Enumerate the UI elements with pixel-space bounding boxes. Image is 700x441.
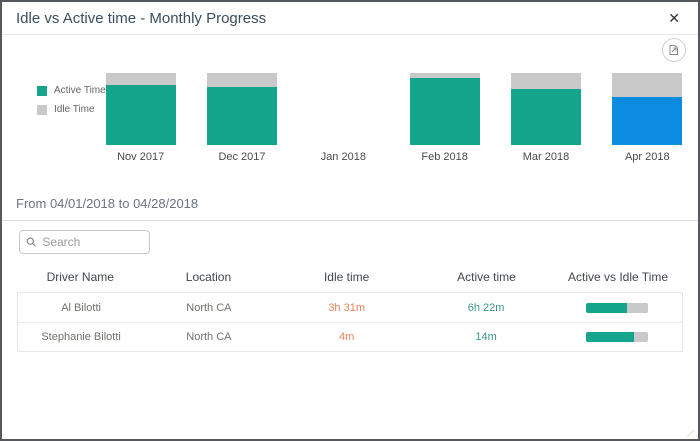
stacked-bar[interactable] [206, 73, 277, 145]
search-box[interactable] [19, 230, 150, 254]
cell-active: 6h 22m [467, 301, 505, 314]
stacked-bar[interactable] [612, 73, 683, 145]
month-label: Dec 2017 [218, 151, 266, 163]
close-icon[interactable]: ✕ [664, 9, 684, 27]
dialog-header: Idle vs Active time - Monthly Progress ✕ [2, 2, 698, 35]
column-header-idle-time: Idle time [323, 270, 370, 284]
export-button[interactable] [662, 38, 686, 62]
chart-slot-nov-2017: Nov 2017 [90, 73, 191, 173]
column-header-location: Location [185, 270, 232, 284]
chart-slot-mar-2018: Mar 2018 [495, 73, 596, 173]
cell-location: North CA [186, 331, 232, 343]
bar-segment-idle[interactable] [409, 73, 480, 79]
search-icon [26, 237, 36, 247]
stacked-bar[interactable] [510, 73, 581, 145]
cell-active: 14m [475, 331, 497, 343]
month-label: Jan 2018 [320, 151, 366, 163]
bar-segment-idle[interactable] [105, 73, 176, 86]
cell-driver: Stephanie Bilotti [41, 331, 121, 343]
chart-slot-jan-2018: Jan 2018 [293, 73, 394, 173]
period-label: From 04/01/2018 to 04/28/2018 [16, 196, 199, 211]
cell-driver: Al Bilotti [61, 301, 101, 314]
drivers-table: Driver Name Location Idle time Active time A… [17, 266, 683, 352]
active-vs-idle-bar [586, 302, 649, 313]
bar-segment-active[interactable] [510, 88, 581, 145]
search-input[interactable] [42, 235, 143, 249]
bar-segment-idle[interactable] [510, 73, 581, 89]
month-label: Apr 2018 [624, 151, 670, 163]
table-row[interactable]: Al Bilotti North CA 3h 31m 6h 22m [18, 293, 682, 322]
chart-slot-apr-2018: Apr 2018 [597, 73, 698, 173]
chart-bars: Nov 2017 Dec 2017 Jan 2018 Feb 2018 Mar 2018… [90, 73, 698, 173]
legend-label: Active Time [54, 85, 106, 96]
cell-idle: 4m [339, 331, 355, 343]
resize-grip[interactable] [686, 427, 696, 437]
legend-swatch-icon [37, 104, 47, 115]
active-bar-fill [586, 332, 634, 342]
cell-idle: 3h 31m [328, 301, 366, 314]
cell-active-vs-idle [553, 302, 682, 313]
table-body: Al Bilotti North CA 3h 31m 6h 22m Stephanie … [17, 292, 683, 352]
period-section: From 04/01/2018 to 04/28/2018 [2, 195, 698, 221]
bar-segment-active[interactable] [206, 86, 277, 145]
bar-segment-active[interactable] [409, 78, 480, 145]
chart-slot-dec-2017: Dec 2017 [191, 73, 292, 173]
export-icon [669, 45, 678, 55]
table-header: Driver Name Location Idle time Active time A… [17, 266, 683, 292]
column-header-active-vs-idle-time: Active vs Idle Time [568, 270, 669, 284]
table-row[interactable]: Stephanie Bilotti North CA 4m 14m [18, 322, 682, 351]
legend-label: Idle Time [54, 104, 95, 115]
column-header-driver-name: Driver Name [46, 270, 114, 284]
stacked-bar[interactable] [409, 73, 480, 145]
month-label: Feb 2018 [421, 151, 468, 163]
chart-legend: Active Time Idle Time [2, 73, 106, 173]
active-vs-idle-bar [586, 332, 649, 342]
bar-segment-idle[interactable] [206, 73, 277, 87]
legend-item-idle-time[interactable]: Idle Time [37, 104, 95, 115]
bar-segment-active[interactable] [612, 96, 683, 145]
chart-slot-feb-2018: Feb 2018 [394, 73, 495, 173]
bar-segment-idle[interactable] [612, 73, 683, 97]
cell-location: North CA [186, 301, 232, 314]
column-header-active-time: Active time [457, 270, 516, 284]
empty-bar [308, 73, 378, 145]
month-label: Mar 2018 [522, 151, 570, 163]
bar-segment-active[interactable] [105, 85, 176, 145]
dialog-title: Idle vs Active time - Monthly Progress [16, 9, 267, 27]
monthly-progress-chart: Active Time Idle Time Nov 2017 Dec 2017 Jan… [2, 73, 698, 173]
legend-swatch-icon [37, 85, 47, 96]
active-bar-fill [586, 302, 628, 313]
month-label: Nov 2017 [117, 151, 165, 163]
legend-item-active-time[interactable]: Active Time [37, 85, 106, 96]
cell-active-vs-idle [553, 332, 682, 342]
stacked-bar[interactable] [105, 73, 176, 145]
